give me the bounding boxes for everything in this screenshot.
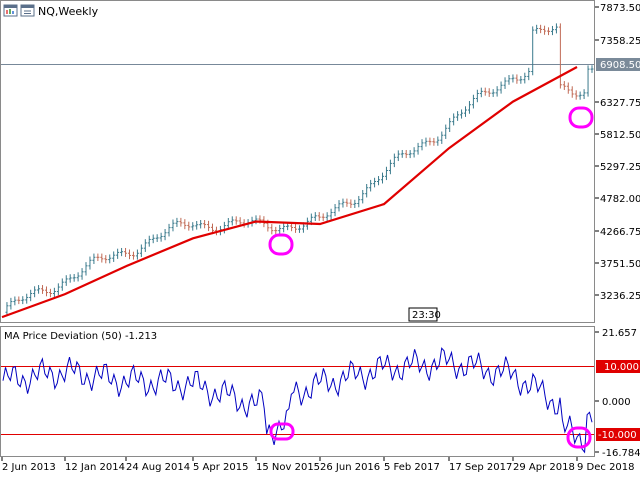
svg-text:10.000: 10.000 bbox=[604, 362, 639, 373]
time-tick-label: 5 Apr 2015 bbox=[193, 462, 248, 473]
indicator-tick-label: 21.657 bbox=[602, 328, 637, 339]
upper-level-tag: 10.000 bbox=[596, 360, 640, 373]
price-tick-label: 4782.00 bbox=[600, 194, 640, 205]
price-tick-label: 3236.25 bbox=[600, 291, 640, 302]
symbol-header: NQ,Weekly bbox=[3, 4, 99, 18]
time-tick-label: 2 Jun 2013 bbox=[2, 462, 56, 473]
time-tick-label: 29 Apr 2018 bbox=[513, 462, 575, 473]
current-price-tag: 6908.50 bbox=[596, 58, 640, 71]
indicator-title: MA Price Deviation (50) -1.213 bbox=[4, 331, 157, 342]
time-tick-label: 12 Jan 2014 bbox=[65, 462, 125, 473]
indicator-panel-frame bbox=[0, 326, 595, 457]
price-tick-label: 7873.50 bbox=[600, 3, 640, 14]
signal-marker-indicator-1 bbox=[269, 422, 295, 441]
price-tick-label: 4266.75 bbox=[600, 227, 640, 238]
lower-level-tag: -10.000 bbox=[596, 428, 640, 441]
moving-average-line bbox=[1, 66, 578, 319]
price-bars bbox=[5, 23, 594, 316]
time-marker: 23:30 bbox=[408, 307, 441, 322]
time-axis: 2 Jun 2013 12 Jan 2014 24 Aug 2014 5 Apr 20… bbox=[1, 457, 635, 473]
time-tick-label: 9 Dec 2018 bbox=[577, 462, 635, 473]
indicator-axis: 21.657 0.000 -16.784 bbox=[595, 328, 640, 459]
time-tick-label: 26 Jun 2016 bbox=[320, 462, 380, 473]
deviation-line bbox=[2, 347, 593, 454]
time-tick-label: 5 Feb 2017 bbox=[384, 462, 440, 473]
dropdown-icon[interactable] bbox=[20, 4, 35, 17]
signal-marker-indicator-2 bbox=[566, 426, 592, 449]
chart-window-icon[interactable] bbox=[3, 4, 18, 17]
time-tick-label: 24 Aug 2014 bbox=[126, 462, 190, 473]
price-tick-label: 5812.50 bbox=[600, 130, 640, 141]
time-tick-label: 17 Sep 2017 bbox=[449, 462, 512, 473]
svg-text:-10.000: -10.000 bbox=[598, 430, 637, 441]
time-tick-label: 15 Nov 2015 bbox=[256, 462, 320, 473]
current-price-label: 6908.50 bbox=[600, 60, 640, 71]
price-axis: 7873.50 7358.25 6327.75 5812.50 5297.25 4782.… bbox=[595, 3, 640, 302]
symbol-label: NQ,Weekly bbox=[38, 5, 99, 18]
price-tick-label: 6327.75 bbox=[600, 98, 640, 109]
price-panel-frame bbox=[0, 0, 595, 323]
price-tick-label: 3751.50 bbox=[600, 259, 640, 270]
svg-text:23:30: 23:30 bbox=[412, 310, 441, 321]
price-tick-label: 5297.25 bbox=[600, 162, 640, 173]
price-tick-label: 7358.25 bbox=[600, 36, 640, 47]
signal-marker-price-1 bbox=[268, 233, 294, 256]
indicator-tick-label: 0.000 bbox=[602, 397, 631, 408]
signal-marker-price-2 bbox=[568, 106, 594, 129]
indicator-tick-label: -16.784 bbox=[602, 448, 640, 459]
